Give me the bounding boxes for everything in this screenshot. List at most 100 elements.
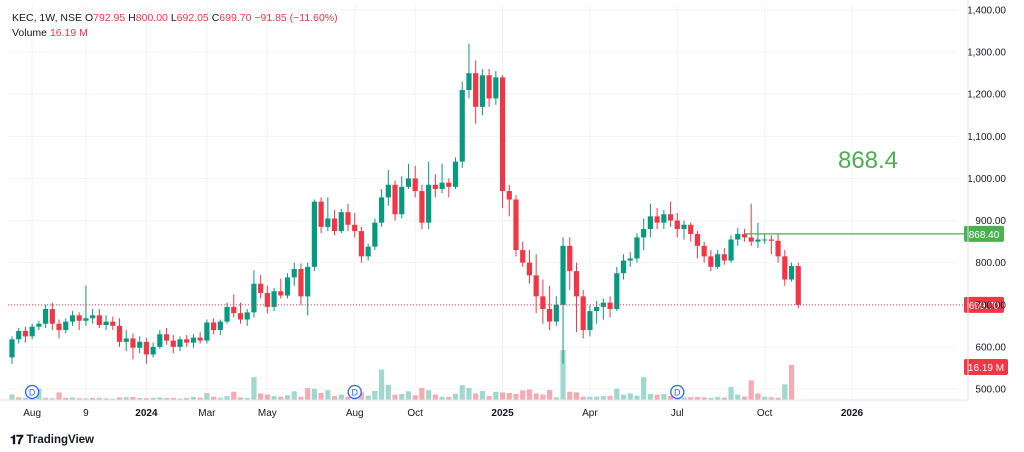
- volume-bar: [688, 397, 694, 400]
- volume-bar: [466, 388, 472, 400]
- volume-bar: [768, 397, 774, 400]
- volume-bar: [526, 389, 533, 400]
- volume-bar: [197, 397, 203, 400]
- volume-bar: [278, 396, 284, 400]
- candle-body: [721, 254, 727, 261]
- volume-bar: [533, 393, 539, 400]
- dividend-marker-icon: [670, 384, 685, 400]
- candle-body: [580, 296, 586, 331]
- volume-bar: [432, 394, 438, 400]
- volume-bar: [479, 390, 485, 400]
- volume-bar: [231, 391, 237, 400]
- volume-bar: [499, 392, 506, 400]
- x-tick-label: Apr: [582, 408, 598, 419]
- candle-body: [755, 239, 761, 242]
- volume-bar: [620, 394, 627, 400]
- brand-label: TradingView: [26, 434, 94, 446]
- volume-bar: [271, 396, 277, 400]
- candle-body: [372, 222, 378, 247]
- x-axis: Aug 9 2024 Mar May Aug Oct 2025 Apr Jul Oct 2026: [0, 399, 968, 419]
- candle-body: [795, 266, 801, 305]
- candle-body: [157, 334, 163, 347]
- target-price-tag: [964, 225, 1004, 242]
- chart-overlay: 699.70 868.40 868.4 16.19 M D D D: [8, 147, 1008, 400]
- candle-body: [688, 224, 694, 235]
- volume-bar: [654, 394, 660, 400]
- candle-body: [345, 212, 351, 225]
- candle-body: [419, 191, 425, 223]
- candle-body: [479, 75, 485, 107]
- y-tick-label: 1,000.00: [967, 174, 1006, 185]
- candle-body: [49, 308, 55, 324]
- close-label: C: [211, 12, 220, 24]
- candle-body: [459, 90, 465, 162]
- candle-body: [83, 318, 89, 321]
- candle-body: [647, 216, 653, 229]
- candle-body: [251, 283, 257, 313]
- candle-body: [412, 178, 418, 192]
- chart-legend: KEC, 1W, NSE O792.95 H800.00 L692.05 C69…: [12, 11, 338, 41]
- candle-body: [607, 302, 613, 309]
- volume-bar: [224, 396, 230, 400]
- close-value: 699.70: [219, 12, 252, 24]
- candle-body: [473, 73, 479, 107]
- candle-body: [446, 182, 452, 187]
- candle-body: [291, 268, 297, 278]
- candle-body: [728, 239, 734, 261]
- candle-body: [661, 214, 667, 223]
- volume-bar: [748, 380, 754, 400]
- volume-label: Volume: [12, 27, 48, 39]
- tradingview-brand[interactable]: 𝟏𝟕 TradingView: [10, 432, 94, 448]
- candle-body: [110, 321, 116, 326]
- volume-bar: [358, 392, 365, 400]
- y-tick-label: 800.00: [975, 258, 1006, 269]
- volume-bar: [715, 396, 721, 400]
- y-tick-label: 1,200.00: [967, 90, 1006, 101]
- volume-bar: [338, 394, 344, 400]
- candle-body: [540, 296, 546, 309]
- volume-bar: [775, 397, 781, 400]
- volume-bar: [298, 396, 304, 400]
- volume-bar: [372, 390, 378, 400]
- volume-bar: [22, 397, 29, 400]
- candle-body: [237, 313, 244, 320]
- candle-body: [432, 184, 438, 189]
- volume-bar: [264, 394, 270, 400]
- volume-bar: [762, 396, 768, 400]
- candle-body: [486, 75, 492, 99]
- candle-body: [29, 326, 35, 337]
- ohlc-row: KEC, 1W, NSE O792.95 H800.00 L692.05 C69…: [12, 11, 338, 26]
- candle-body: [775, 240, 781, 257]
- y-tick-label: 900.00: [975, 216, 1006, 227]
- candle-body: [399, 186, 405, 215]
- volume-bar: [540, 394, 546, 400]
- volume-bar: [594, 396, 600, 400]
- x-tick-label: 2026: [841, 408, 864, 419]
- volume-bar: [735, 394, 741, 400]
- x-tick-label: Aug: [23, 408, 41, 419]
- candle-body: [16, 330, 22, 340]
- x-tick-label: Oct: [407, 408, 423, 419]
- volume-value: 16.19 M: [49, 27, 88, 39]
- candle-body: [305, 266, 311, 297]
- candle-body: [217, 321, 223, 331]
- dividend-marker-icon: [347, 384, 362, 400]
- candle-body: [204, 322, 210, 341]
- candle-body: [405, 178, 412, 187]
- volume-bar: [157, 397, 163, 400]
- candle-body: [170, 340, 176, 347]
- candle-body: [741, 234, 748, 238]
- candle-body: [177, 339, 183, 347]
- candle-body: [63, 321, 69, 331]
- volume-bar: [412, 395, 418, 400]
- y-tick-label: 1,400.00: [967, 6, 1006, 17]
- volume-bar: [123, 397, 129, 400]
- volume-bar: [405, 391, 412, 400]
- volume-bar: [782, 384, 788, 400]
- candle-body: [681, 224, 687, 229]
- x-tick-label: Mar: [198, 408, 216, 419]
- volume-bar: [211, 396, 217, 400]
- candle-body: [36, 323, 42, 327]
- candle-body: [22, 330, 29, 337]
